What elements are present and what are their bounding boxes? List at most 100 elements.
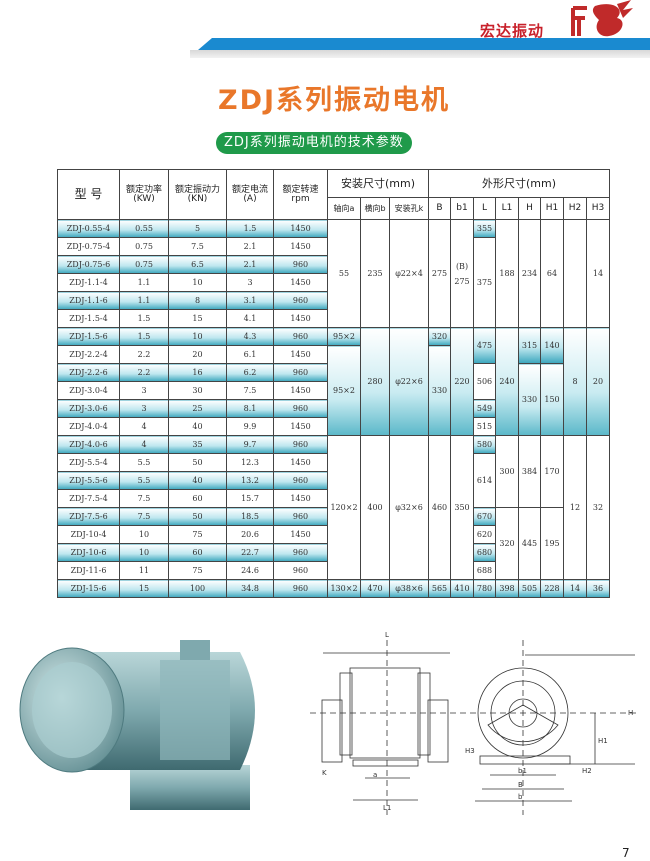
cell-current: 22.7 [226, 543, 274, 562]
label-a: a [373, 771, 377, 779]
cell-dim-L-2: 549 [473, 399, 496, 418]
cell-dim-a: 120×2 [327, 435, 361, 580]
cell-dim-L-0: 355 [473, 219, 496, 238]
cell-power: 1.5 [119, 309, 169, 328]
cell-dim-L-0: 475 [473, 327, 496, 364]
cell-power: 11 [119, 561, 169, 580]
cell-dim-H-0: 315 [518, 327, 541, 364]
cell-force: 35 [168, 435, 227, 454]
label-L1: L1 [383, 804, 391, 812]
cell-model: ZDJ-10-4 [57, 525, 120, 544]
cell-dim-H1-1: 195 [540, 507, 564, 580]
table-row: ZDJ-2.2-6 2.2 16 6.2 960 506 330 150 [57, 363, 610, 436]
cell-dim-B-1: 330 [428, 345, 451, 436]
cell-force: 6.5 [168, 255, 227, 274]
cell-model: ZDJ-1.1-4 [57, 273, 120, 292]
header-a: 轴向a [327, 197, 361, 220]
header-H3: H3 [586, 197, 610, 220]
table-row: ZDJ-1.5-4 1.5 15 4.1 1450 [57, 309, 610, 328]
cell-current: 2.1 [226, 255, 274, 274]
cell-model: ZDJ-4.0-6 [57, 435, 120, 454]
cell-speed: 1450 [273, 219, 328, 238]
cell-dim-b: 280 [360, 327, 390, 436]
cell-dim-B-0: 320 [428, 327, 451, 346]
cell-current: 13.2 [226, 471, 274, 490]
cell-power: 0.55 [119, 219, 169, 238]
label-B: B [518, 781, 523, 789]
cell-force: 8 [168, 291, 227, 310]
cell-current: 9.7 [226, 435, 274, 454]
cell-dim-H: 505 [518, 579, 541, 598]
cell-dim-k: φ32×6 [389, 435, 429, 580]
cell-dim-H2: 8 [563, 327, 587, 436]
table-row: ZDJ-1.1-6 1.1 8 3.1 960 [57, 291, 610, 310]
cell-force: 20 [168, 345, 227, 364]
header-current: 额定电流 (A) [226, 169, 274, 220]
header-power-label: 额定功率 [125, 184, 162, 195]
label-H3: H3 [465, 747, 475, 755]
section-subtitle: ZDJ系列振动电机的技术参数 [216, 132, 412, 154]
header-speed-unit: rpm [291, 193, 310, 204]
header-force-label: 额定振动力 [174, 184, 220, 195]
cell-dim-H3: 14 [586, 219, 610, 328]
cell-dim-H2: 12 [563, 435, 587, 580]
cell-dim-H1: 64 [540, 219, 564, 328]
cell-power: 0.75 [119, 237, 169, 256]
cell-dim-L-4: 680 [473, 543, 496, 562]
cell-dim-B: 275 [428, 219, 451, 328]
cell-dim-L-1: 506 [473, 363, 496, 400]
cell-power: 1.1 [119, 291, 169, 310]
cell-power: 0.75 [119, 255, 169, 274]
label-b: b [518, 793, 523, 801]
cell-speed: 960 [273, 561, 328, 580]
table-row: ZDJ-0.75-4 0.75 7.5 2.1 1450 375 [57, 237, 610, 328]
cell-force: 50 [168, 453, 227, 472]
cell-power: 7.5 [119, 489, 169, 508]
cell-power: 4 [119, 435, 169, 454]
cell-dim-b1: 220 [450, 327, 474, 436]
cell-current: 2.1 [226, 237, 274, 256]
header-bar [198, 38, 650, 50]
cell-dim-b1: 410 [450, 579, 474, 598]
cell-speed: 960 [273, 363, 328, 382]
cell-force: 40 [168, 471, 227, 490]
cell-model: ZDJ-11-6 [57, 561, 120, 580]
table-row: ZDJ-2.2-4 2.2 20 6.1 1450 95×2 330 [57, 345, 610, 436]
cell-speed: 1450 [273, 309, 328, 328]
cell-model: ZDJ-7.5-4 [57, 489, 120, 508]
table-row: ZDJ-4.0-6 4 35 9.7 960 120×2 400 φ32×6 460 350 580… [57, 435, 610, 580]
cell-force: 75 [168, 561, 227, 580]
cell-dim-B: 460 [428, 435, 451, 580]
cell-dim-a-0: 95×2 [327, 327, 361, 346]
cell-dim-H3: 32 [586, 435, 610, 580]
cell-force: 7.5 [168, 237, 227, 256]
cell-dim-H1-0: 140 [540, 327, 564, 364]
cell-speed: 1450 [273, 489, 328, 508]
cell-power: 2.2 [119, 363, 169, 382]
header-speed: 额定转速 rpm [273, 169, 328, 220]
header-power: 额定功率 (KW) [119, 169, 169, 220]
motor-photo [19, 640, 255, 810]
cell-dim-L-3: 515 [473, 417, 496, 436]
cell-dim-L-0: 580 [473, 435, 496, 454]
header-power-unit: (KW) [133, 193, 155, 204]
cell-power: 5.5 [119, 471, 169, 490]
cell-model: ZDJ-2.2-6 [57, 363, 120, 382]
cell-model: ZDJ-1.5-4 [57, 309, 120, 328]
header-H1: H1 [540, 197, 564, 220]
cell-force: 60 [168, 489, 227, 508]
header-bar-shadow [190, 50, 650, 58]
cell-power: 3 [119, 381, 169, 400]
header-mounting: 安装尺寸(mm) [327, 169, 429, 198]
cell-force: 16 [168, 363, 227, 382]
header-force-unit: (KN) [187, 193, 208, 204]
cell-model: ZDJ-3.0-4 [57, 381, 120, 400]
cell-force: 10 [168, 273, 227, 292]
cell-speed: 1450 [273, 417, 328, 436]
cell-current: 34.8 [226, 579, 274, 598]
table-row: ZDJ-7.5-6 7.5 50 18.5 960 670 320 445 195 [57, 507, 610, 580]
cell-power: 15 [119, 579, 169, 598]
cell-dim-H-1: 330 [518, 363, 541, 436]
cell-dim-k: φ22×4 [389, 219, 429, 328]
